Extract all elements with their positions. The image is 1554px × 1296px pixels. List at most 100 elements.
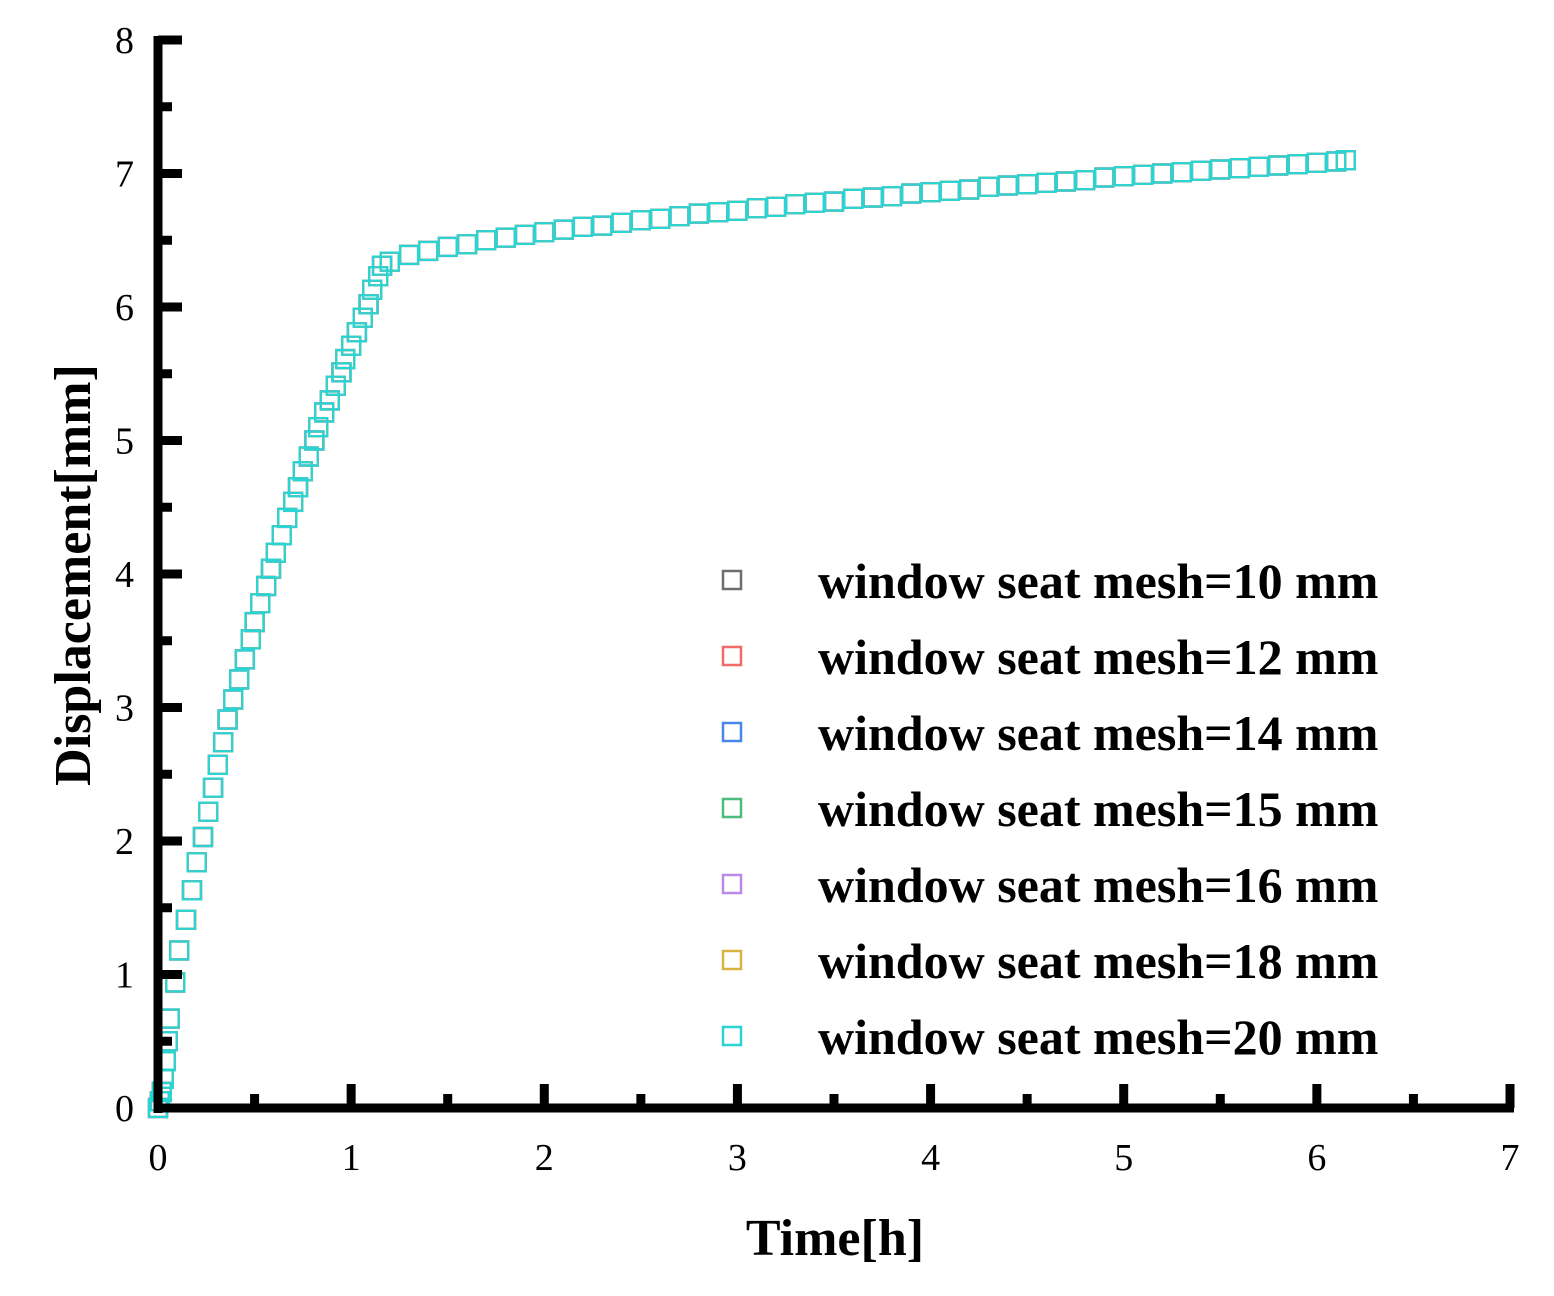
data-point — [169, 940, 190, 961]
data-point — [371, 255, 393, 276]
data-point — [244, 611, 265, 633]
data-point — [939, 180, 960, 201]
data-point — [341, 335, 362, 356]
data-point — [418, 240, 439, 262]
data-point — [437, 236, 458, 258]
data-point — [862, 187, 883, 208]
data-point — [287, 477, 309, 498]
legend-marker — [721, 1025, 743, 1047]
data-point — [234, 649, 256, 670]
data-point — [862, 187, 883, 208]
data-point — [959, 179, 980, 200]
data-point — [901, 183, 922, 204]
data-point — [1171, 162, 1192, 183]
data-point — [159, 1008, 180, 1029]
data-point — [746, 198, 767, 219]
data-point — [192, 826, 214, 848]
data-point — [1210, 159, 1231, 180]
data-point — [843, 188, 864, 209]
data-point — [688, 203, 709, 224]
data-point — [978, 176, 999, 197]
data-point — [881, 186, 903, 207]
data-point — [198, 801, 219, 822]
data-point — [553, 219, 574, 240]
legend-label: window seat mesh=18 mm — [818, 933, 1378, 989]
data-point — [352, 307, 373, 328]
data-point — [229, 669, 250, 690]
data-point — [159, 1008, 180, 1029]
data-point — [688, 203, 709, 224]
data-point — [186, 852, 207, 873]
data-point — [240, 629, 261, 650]
x-axis-title: Time[h] — [746, 1210, 924, 1267]
data-point — [198, 801, 219, 822]
y-tick-label: 2 — [115, 821, 134, 863]
data-point — [346, 322, 368, 343]
data-point — [244, 611, 265, 633]
data-point — [939, 180, 960, 201]
data-point — [1055, 171, 1076, 192]
data-point — [495, 227, 516, 248]
data-point — [308, 417, 329, 438]
data-point — [207, 754, 228, 776]
data-point — [192, 826, 214, 848]
data-point — [592, 215, 613, 236]
data-point — [331, 362, 352, 383]
data-point — [997, 175, 1018, 196]
data-point — [1229, 158, 1250, 179]
data-point — [1229, 158, 1250, 179]
data-point — [1113, 166, 1134, 187]
data-point — [708, 202, 729, 223]
legend-marker — [721, 645, 743, 667]
data-point — [192, 826, 214, 848]
data-point — [959, 179, 980, 200]
data-point — [514, 224, 536, 246]
data-point — [804, 192, 825, 213]
data-point — [727, 200, 748, 221]
data-point — [630, 210, 651, 231]
data-point — [1210, 159, 1231, 180]
data-point — [175, 909, 197, 930]
data-point — [1287, 154, 1308, 175]
data-point — [843, 188, 864, 209]
data-point — [335, 348, 356, 370]
data-point — [1132, 164, 1154, 185]
data-point — [1210, 159, 1231, 180]
data-point — [611, 212, 632, 233]
data-point — [920, 182, 941, 203]
data-point — [1017, 174, 1038, 195]
data-point — [746, 198, 767, 219]
data-point — [368, 266, 389, 287]
data-point — [1210, 159, 1231, 180]
data-point — [592, 215, 613, 236]
data-point — [1055, 171, 1076, 192]
data-point — [630, 210, 651, 231]
data-point — [746, 198, 767, 219]
data-point — [341, 335, 362, 356]
data-point — [244, 611, 265, 633]
data-point — [920, 182, 941, 203]
y-tick-label: 4 — [115, 554, 134, 596]
data-point — [1094, 167, 1115, 188]
data-point — [534, 222, 555, 243]
data-point — [229, 669, 250, 690]
data-point — [495, 227, 516, 248]
data-point — [1152, 163, 1173, 184]
data-point — [881, 186, 903, 207]
data-point — [175, 909, 197, 930]
data-point — [476, 230, 497, 251]
data-point — [212, 732, 234, 753]
data-point — [785, 194, 806, 215]
data-point — [804, 192, 825, 213]
data-point — [1171, 162, 1192, 183]
data-point — [1017, 174, 1038, 195]
data-point — [1132, 164, 1154, 185]
data-point — [331, 362, 352, 383]
data-point — [198, 801, 219, 822]
data-point — [169, 940, 190, 961]
data-point — [212, 732, 234, 753]
data-point — [1268, 155, 1289, 176]
data-point — [804, 192, 825, 213]
data-point — [920, 182, 941, 203]
y-tick-label: 6 — [115, 287, 134, 329]
